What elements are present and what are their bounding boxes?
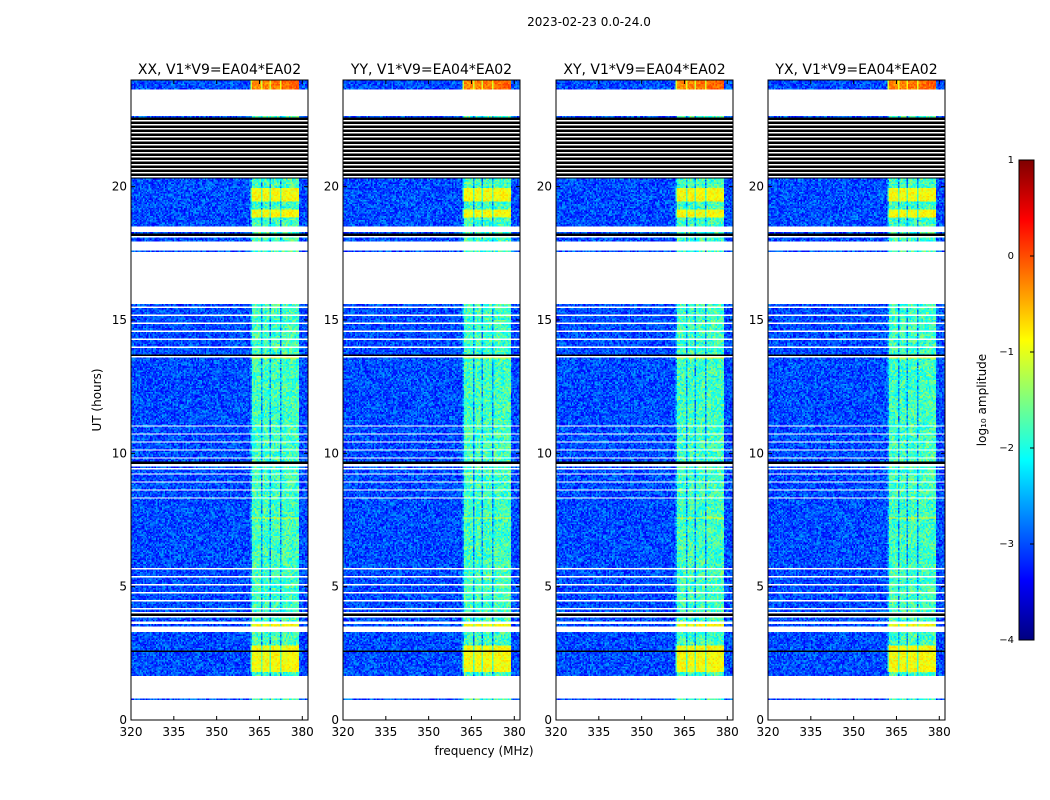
x-tick-label: 380 [503, 725, 526, 739]
plot-frame [342, 79, 521, 721]
x-tick-label: 365 [460, 725, 483, 739]
x-tick-label: 335 [587, 725, 610, 739]
heatmap-image [768, 80, 945, 720]
colorbar-tick-label: −4 [999, 635, 1014, 646]
y-tick-label: 20 [537, 180, 552, 194]
panel-3: YX, V1*V9=EA04*EA02 320 335 350 365 380 0 5 10 15… [749, 62, 951, 739]
x-tick-label: 380 [928, 725, 951, 739]
y-tick-label: 5 [544, 580, 552, 594]
heatmap-image [556, 80, 733, 720]
panel-0: XX, V1*V9=EA04*EA02 320 335 350 365 380 0 5 10 15… [112, 62, 314, 739]
y-tick-label: 20 [749, 180, 764, 194]
panel-title: YX, V1*V9=EA04*EA02 [774, 62, 937, 78]
x-tick-label: 335 [799, 725, 822, 739]
y-tick-label: 10 [112, 446, 127, 460]
panel-title: YY, V1*V9=EA04*EA02 [350, 62, 512, 78]
x-tick-label: 320 [757, 725, 780, 739]
x-tick-label: 365 [673, 725, 696, 739]
plot-frame [555, 79, 734, 721]
y-tick-label: 10 [749, 446, 764, 460]
x-tick-label: 350 [205, 725, 228, 739]
heatmap-panels: XX, V1*V9=EA04*EA02 320 335 350 365 380 0 5 10 15… [112, 62, 951, 739]
panel-2: XY, V1*V9=EA04*EA02 320 335 350 365 380 0 5 10 15… [537, 62, 739, 739]
panel-title: XY, V1*V9=EA04*EA02 [563, 62, 725, 78]
plot-frame [767, 79, 946, 721]
x-tick-label: 380 [716, 725, 739, 739]
y-tick-label: 15 [112, 313, 127, 327]
colorbar-label: log₁₀ amplitude [975, 354, 989, 446]
colorbar-tick-label: 0 [1008, 251, 1014, 262]
x-tick-label: 350 [630, 725, 653, 739]
plot-frame [130, 79, 309, 721]
y-tick-label: 0 [756, 713, 764, 727]
y-axis-label: UT (hours) [90, 368, 104, 431]
panel-1: YY, V1*V9=EA04*EA02 320 335 350 365 380 0 5 10 15… [324, 62, 526, 739]
y-tick-label: 0 [544, 713, 552, 727]
y-tick-label: 5 [756, 580, 764, 594]
colorbar-tick-label: −2 [999, 443, 1014, 454]
colorbar-gradient [1018, 159, 1035, 641]
y-tick-label: 20 [324, 180, 339, 194]
y-tick-label: 5 [119, 580, 127, 594]
figure-suptitle: 2023-02-23 0.0-24.0 [527, 15, 651, 29]
x-tick-label: 365 [248, 725, 271, 739]
heatmap-image [131, 80, 308, 720]
x-tick-label: 335 [162, 725, 185, 739]
y-tick-label: 10 [324, 446, 339, 460]
y-tick-label: 15 [324, 313, 339, 327]
y-tick-label: 20 [112, 180, 127, 194]
y-tick-label: 5 [331, 580, 339, 594]
x-tick-label: 380 [291, 725, 314, 739]
y-tick-label: 15 [537, 313, 552, 327]
y-tick-label: 0 [331, 713, 339, 727]
x-tick-label: 320 [545, 725, 568, 739]
y-tick-label: 0 [119, 713, 127, 727]
x-tick-label: 320 [332, 725, 355, 739]
x-axis-label: frequency (MHz) [434, 744, 533, 758]
panel-title: XX, V1*V9=EA04*EA02 [138, 62, 301, 78]
y-tick-label: 10 [537, 446, 552, 460]
colorbar-tick-label: 1 [1008, 155, 1014, 166]
y-tick-label: 15 [749, 313, 764, 327]
x-tick-label: 365 [885, 725, 908, 739]
x-tick-label: 350 [417, 725, 440, 739]
x-tick-label: 350 [842, 725, 865, 739]
colorbar-tick-label: −1 [999, 347, 1014, 358]
x-tick-label: 320 [120, 725, 143, 739]
colorbar-tick-label: −3 [999, 539, 1014, 550]
heatmap-image [343, 80, 520, 720]
colorbar: 1 0 −1 −2 −3 −4 log₁₀ amplitude [975, 155, 1035, 646]
x-tick-label: 335 [374, 725, 397, 739]
